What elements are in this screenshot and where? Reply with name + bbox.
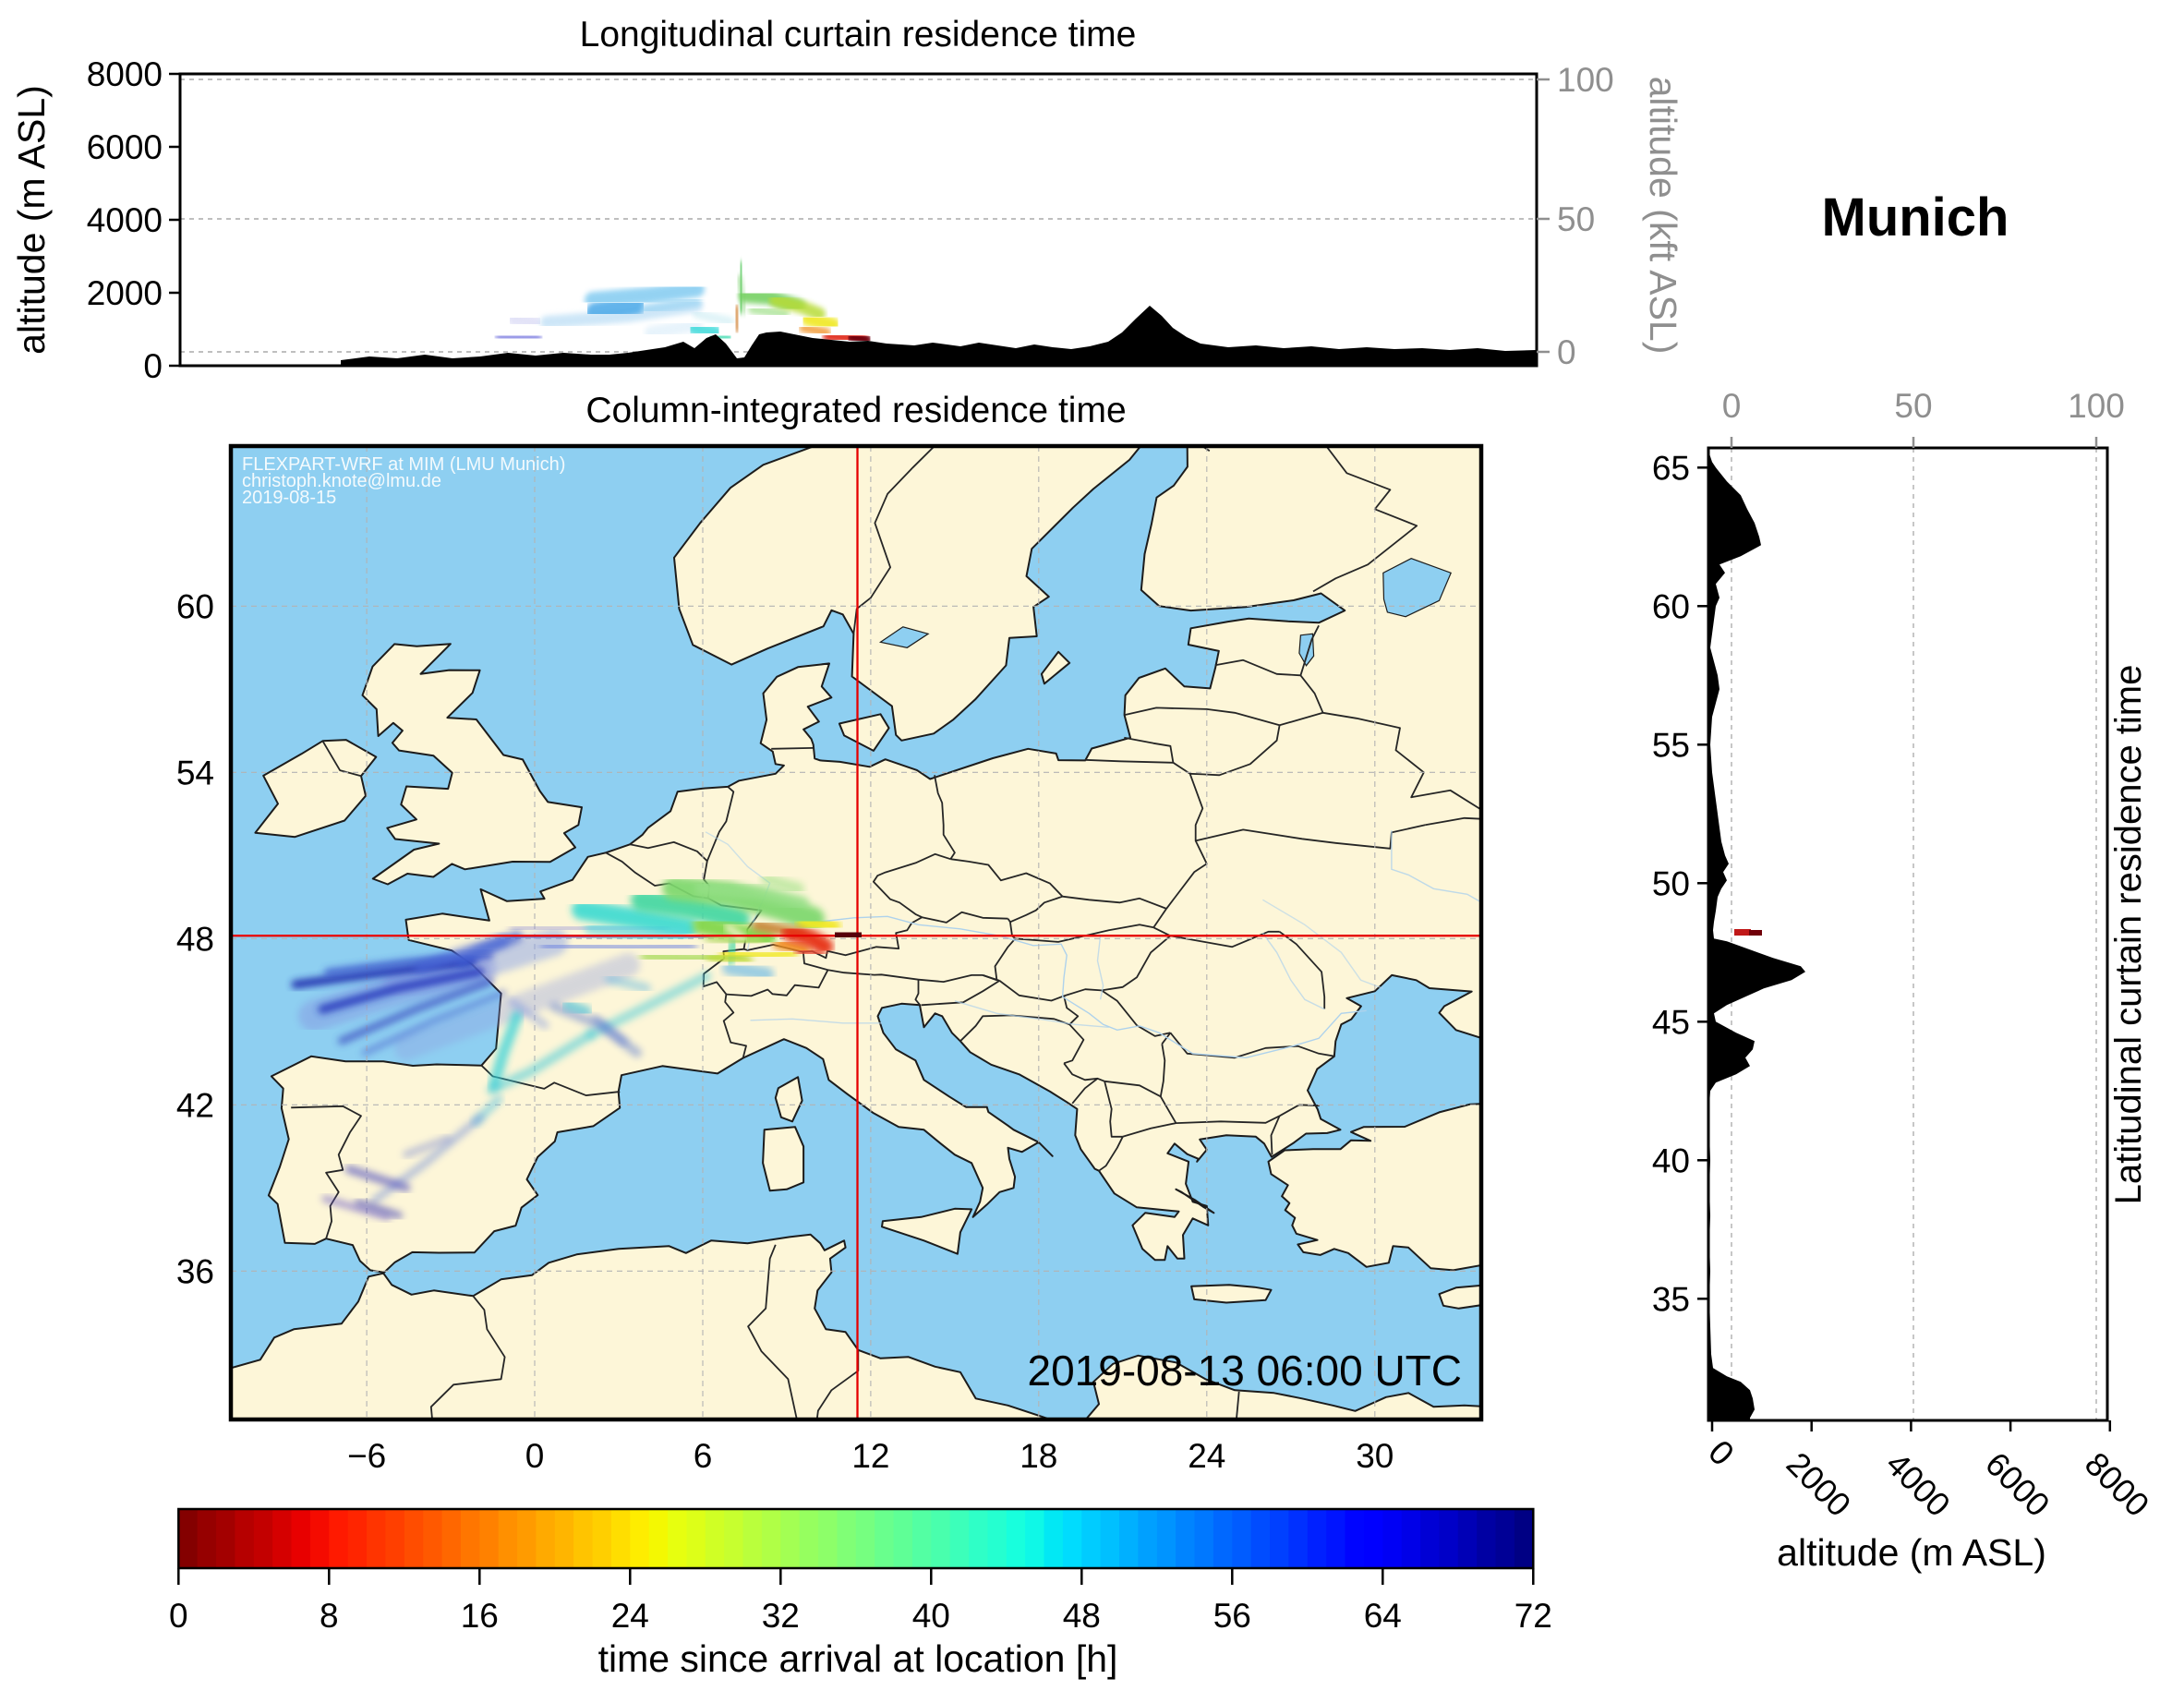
svg-text:Column-integrated residence ti: Column-integrated residence time xyxy=(585,391,1126,430)
svg-text:Munich: Munich xyxy=(1822,187,2009,248)
svg-text:24: 24 xyxy=(611,1597,649,1635)
svg-text:altitude (kft ASL): altitude (kft ASL) xyxy=(1642,77,1684,355)
svg-text:0: 0 xyxy=(143,347,163,385)
svg-text:50: 50 xyxy=(1652,864,1690,902)
svg-text:60: 60 xyxy=(176,587,214,625)
svg-text:64: 64 xyxy=(1364,1597,1402,1635)
svg-text:54: 54 xyxy=(176,754,214,791)
svg-text:48: 48 xyxy=(176,920,214,958)
svg-text:12: 12 xyxy=(851,1437,889,1475)
svg-text:100: 100 xyxy=(1557,61,1614,99)
svg-text:55: 55 xyxy=(1652,726,1690,764)
svg-text:0: 0 xyxy=(525,1437,545,1475)
svg-text:6: 6 xyxy=(694,1437,713,1475)
svg-text:36: 36 xyxy=(176,1252,214,1290)
svg-text:0: 0 xyxy=(1722,387,1742,425)
svg-text:Latitudinal curtain residence: Latitudinal curtain residence time xyxy=(2108,665,2149,1205)
svg-text:16: 16 xyxy=(461,1597,499,1635)
svg-text:8000: 8000 xyxy=(87,55,163,93)
svg-text:50: 50 xyxy=(1894,387,1932,425)
svg-text:42: 42 xyxy=(176,1086,214,1124)
svg-text:18: 18 xyxy=(1020,1437,1057,1475)
svg-text:altitude (m ASL): altitude (m ASL) xyxy=(10,85,53,355)
svg-text:32: 32 xyxy=(762,1597,800,1635)
svg-text:2019-08-15: 2019-08-15 xyxy=(242,488,336,508)
svg-text:8: 8 xyxy=(320,1597,339,1635)
svg-text:30: 30 xyxy=(1356,1437,1394,1475)
svg-text:6000: 6000 xyxy=(87,128,163,166)
svg-text:2000: 2000 xyxy=(87,274,163,312)
svg-text:50: 50 xyxy=(1557,200,1595,238)
svg-text:45: 45 xyxy=(1652,1003,1690,1041)
svg-text:altitude (m ASL): altitude (m ASL) xyxy=(1777,1531,2046,1574)
svg-text:2019-08-13 06:00 UTC: 2019-08-13 06:00 UTC xyxy=(1027,1347,1462,1395)
svg-text:40: 40 xyxy=(1652,1141,1690,1179)
svg-text:Longitudinal curtain residence: Longitudinal curtain residence time xyxy=(580,15,1137,54)
svg-text:48: 48 xyxy=(1063,1597,1101,1635)
svg-text:4000: 4000 xyxy=(87,201,163,239)
svg-text:FLEXPART-WRF at MIM (LMU Munic: FLEXPART-WRF at MIM (LMU Munich) xyxy=(242,454,565,475)
svg-text:40: 40 xyxy=(912,1597,950,1635)
svg-text:christoph.knote@lmu.de: christoph.knote@lmu.de xyxy=(242,471,441,491)
svg-text:24: 24 xyxy=(1188,1437,1225,1475)
svg-text:60: 60 xyxy=(1652,587,1690,625)
svg-text:0: 0 xyxy=(1557,333,1576,371)
svg-text:72: 72 xyxy=(1514,1597,1552,1635)
svg-text:100: 100 xyxy=(2068,387,2125,425)
svg-text:time since arrival at location: time since arrival at location [h] xyxy=(598,1637,1118,1680)
svg-text:0: 0 xyxy=(169,1597,188,1635)
svg-text:65: 65 xyxy=(1652,449,1690,487)
svg-text:−6: −6 xyxy=(347,1437,386,1475)
svg-text:56: 56 xyxy=(1213,1597,1251,1635)
svg-text:35: 35 xyxy=(1652,1280,1690,1318)
